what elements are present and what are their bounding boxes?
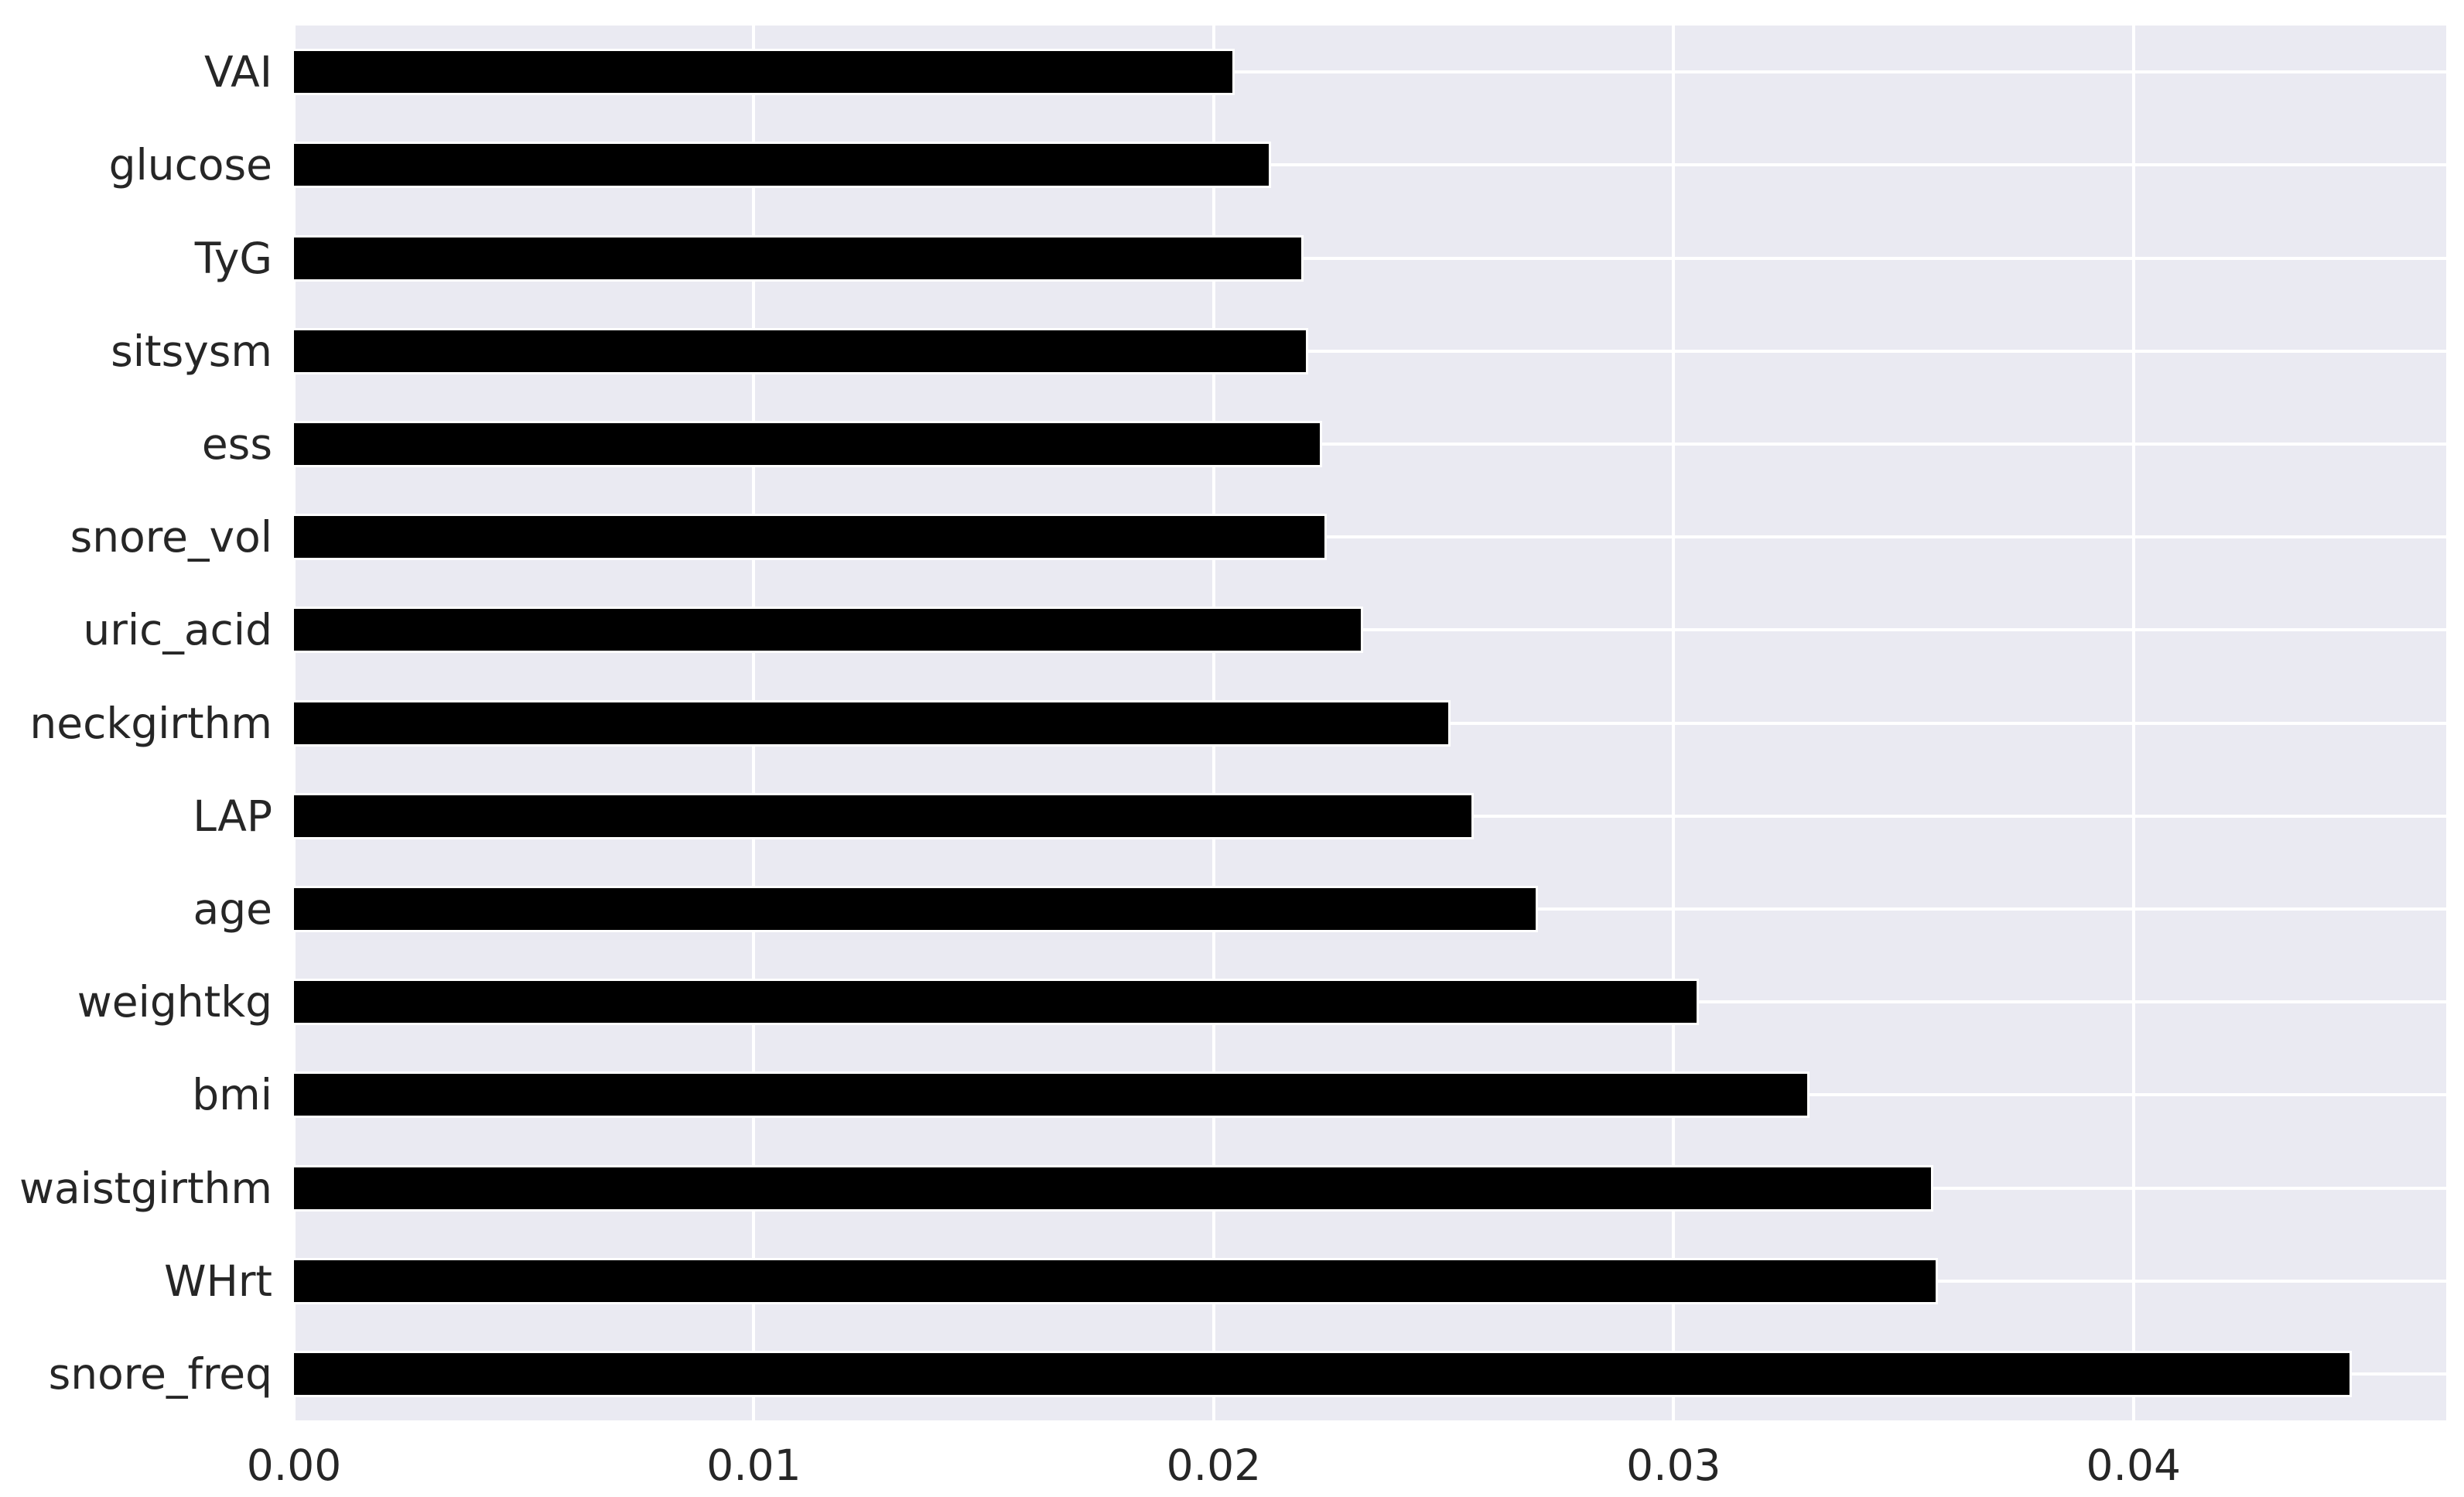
bar-snore_vol <box>294 514 1327 561</box>
y-tick-label: uric_acid <box>83 605 272 655</box>
bar-ess <box>294 420 1322 467</box>
bar-uric_acid <box>294 607 1364 654</box>
bar-WHrt <box>294 1257 1939 1304</box>
x-tick-label: 0.00 <box>246 1441 342 1490</box>
y-gridline <box>294 628 2446 632</box>
x-tick-label: 0.04 <box>2086 1441 2181 1490</box>
y-tick-label: WHrt <box>164 1256 272 1306</box>
bar-snore_freq <box>294 1350 2353 1397</box>
y-tick-label: VAI <box>204 47 272 97</box>
y-tick-label: neckgirthm <box>29 698 272 748</box>
y-tick-label: snore_vol <box>70 512 272 562</box>
y-gridline <box>294 535 2446 539</box>
bar-sitsysm <box>294 327 1308 374</box>
y-gridline <box>294 163 2446 167</box>
bar-waistgirthm <box>294 1164 1934 1212</box>
x-tick-label: 0.03 <box>1626 1441 1721 1490</box>
bar-bmi <box>294 1071 1810 1119</box>
y-tick-label: sitsysm <box>111 326 272 376</box>
bar-neckgirthm <box>294 699 1451 747</box>
y-tick-label: TyG <box>194 233 272 283</box>
x-tick-label: 0.02 <box>1166 1441 1262 1490</box>
x-tick-label: 0.01 <box>706 1441 801 1490</box>
y-tick-label: waistgirthm <box>19 1163 272 1213</box>
bar-glucose <box>294 142 1272 189</box>
y-tick-label: LAP <box>193 791 272 841</box>
y-tick-label: weightkg <box>77 977 272 1027</box>
y-gridline <box>294 349 2446 353</box>
bar-weightkg <box>294 979 1700 1026</box>
bar-age <box>294 885 1538 932</box>
y-tick-label: ess <box>201 419 272 469</box>
y-gridline <box>294 442 2446 446</box>
bar-VAI <box>294 49 1235 96</box>
y-tick-label: glucose <box>108 140 272 190</box>
y-tick-label: snore_freq <box>48 1348 272 1399</box>
y-gridline <box>294 70 2446 74</box>
y-gridline <box>294 256 2446 260</box>
y-tick-label: age <box>193 884 272 934</box>
y-tick-label: bmi <box>192 1070 272 1120</box>
plot-area <box>292 26 2446 1420</box>
bar-TyG <box>294 234 1304 282</box>
bar-LAP <box>294 792 1474 839</box>
